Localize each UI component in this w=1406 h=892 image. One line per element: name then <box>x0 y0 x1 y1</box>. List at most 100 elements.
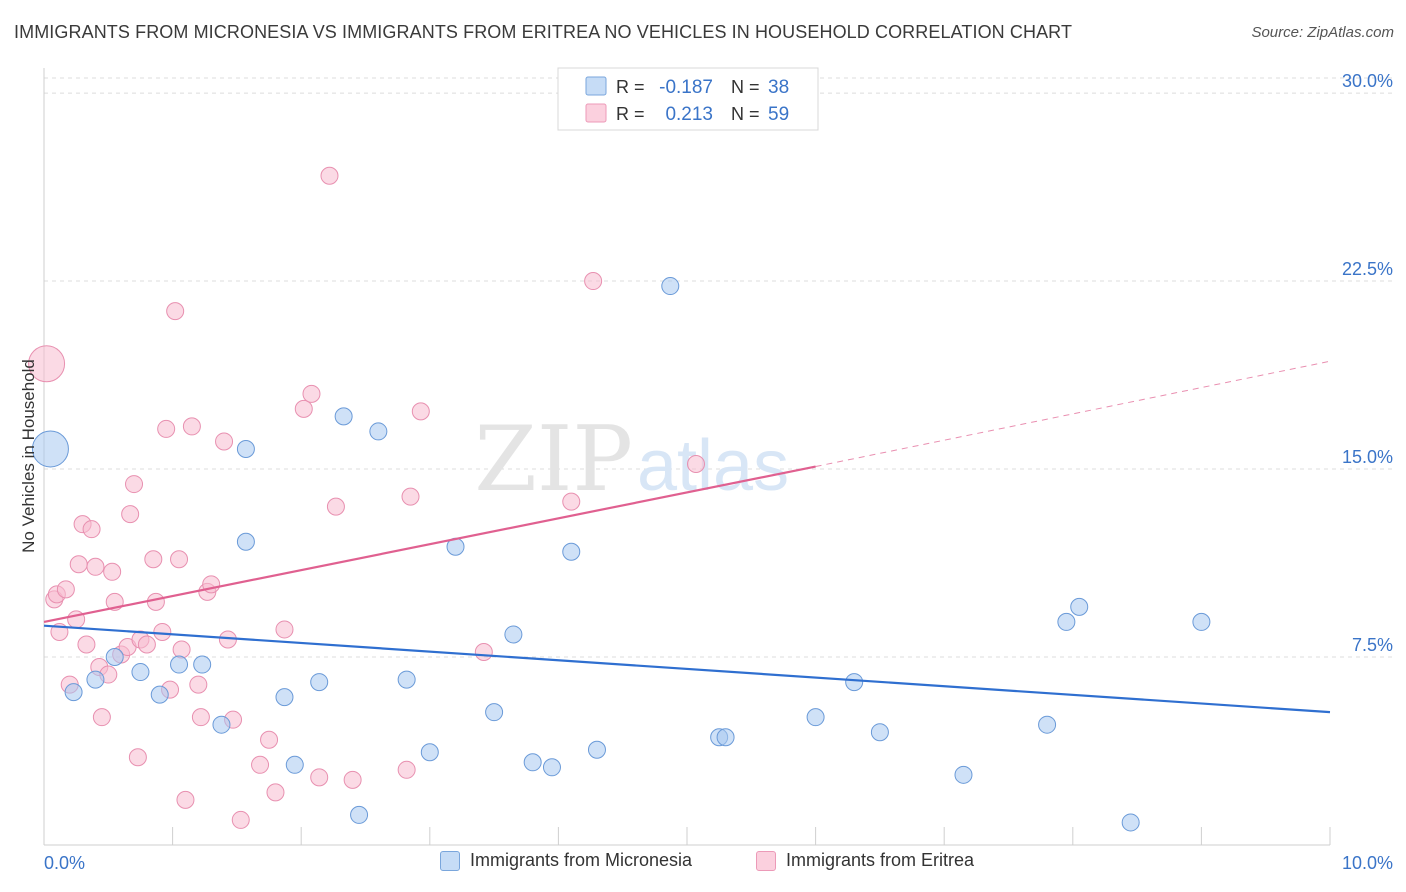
y-tick-label-0: 7.5% <box>1352 635 1393 655</box>
eritrea-point-21 <box>128 748 147 767</box>
micronesia-point-35 <box>1070 597 1089 616</box>
legend-r-value-1: -0.187 <box>659 77 713 98</box>
eritrea-point-57 <box>584 272 603 291</box>
eritrea-point-35 <box>191 708 210 727</box>
x-tick-label-0: 0.0% <box>44 853 85 873</box>
eritrea-point-51 <box>343 770 362 789</box>
y-tick-label-1: 15.0% <box>1342 447 1393 467</box>
watermark-zip: ZIP <box>474 407 633 512</box>
legend-item-eritrea: Immigrants from Eritrea <box>756 850 974 871</box>
trend-line-eritrea-extension <box>815 360 1331 468</box>
eritrea-point-23 <box>137 635 156 654</box>
micronesia-point-13 <box>310 673 329 692</box>
legend-label-micronesia: Immigrants from Micronesia <box>470 850 693 870</box>
trend-line-micronesia <box>43 624 1331 714</box>
micronesia-point-24 <box>562 542 581 561</box>
micronesia-point-33 <box>1038 715 1057 734</box>
micronesia-point-9 <box>236 439 255 458</box>
micronesia-point-29 <box>806 708 825 727</box>
eritrea-point-49 <box>320 166 339 185</box>
legend-bottom: Immigrants from Micronesia Immigrants fr… <box>0 850 1406 878</box>
source-label: Source: ZipAtlas.com <box>1251 24 1394 41</box>
micronesia-point-34 <box>1057 612 1076 631</box>
micronesia-point-0 <box>31 430 69 468</box>
eritrea-point-7 <box>69 555 88 574</box>
micronesia-point-20 <box>485 703 504 722</box>
eritrea-point-11 <box>86 557 105 576</box>
eritrea-point-42 <box>251 755 270 774</box>
micronesia-point-1 <box>64 683 83 702</box>
y-tick-label-3: 30.0% <box>1342 71 1393 91</box>
eritrea-point-25 <box>146 592 165 611</box>
eritrea-point-58 <box>687 455 706 474</box>
legend-label-eritrea: Immigrants from Eritrea <box>786 850 975 870</box>
eritrea-point-27 <box>157 419 176 438</box>
eritrea-point-50 <box>326 497 345 516</box>
eritrea-point-55 <box>474 643 493 662</box>
legend-swatch-micronesia <box>585 76 607 96</box>
micronesia-point-2 <box>86 670 105 689</box>
eritrea-point-24 <box>144 550 163 569</box>
eritrea-point-46 <box>294 399 313 418</box>
legend-swatch-eritrea <box>585 103 607 123</box>
eritrea-point-54 <box>411 402 430 421</box>
legend-n-label-1: N = <box>731 77 760 97</box>
y-axis-label: No Vehicles in Household <box>19 359 38 553</box>
watermark-atlas: atlas <box>637 426 789 506</box>
legend-r-value-2: 0.213 <box>665 104 713 125</box>
eritrea-point-4 <box>56 580 75 599</box>
eritrea-point-30 <box>170 550 189 569</box>
micronesia-point-23 <box>542 758 561 777</box>
eritrea-point-20 <box>125 475 144 494</box>
legend-n-label-2: N = <box>731 104 760 124</box>
legend-swatch-eritrea-bottom <box>756 850 776 871</box>
eritrea-point-29 <box>166 302 185 321</box>
micronesia-point-25 <box>587 740 606 759</box>
eritrea-point-43 <box>260 730 279 749</box>
legend-r-label-2: R = <box>616 104 645 124</box>
micronesia-point-10 <box>236 532 255 551</box>
micronesia-point-26 <box>661 277 680 296</box>
micronesia-point-17 <box>397 670 416 689</box>
chart-title: IMMIGRANTS FROM MICRONESIA VS IMMIGRANTS… <box>14 22 1073 42</box>
eritrea-point-26 <box>153 622 172 641</box>
eritrea-point-45 <box>275 620 294 639</box>
eritrea-point-10 <box>82 520 101 539</box>
trend-line-eritrea <box>43 465 816 624</box>
eritrea-point-19 <box>121 505 140 524</box>
micronesia-point-36 <box>1121 813 1140 832</box>
micronesia-point-32 <box>954 765 973 784</box>
micronesia-point-18 <box>420 743 439 762</box>
eritrea-point-48 <box>310 768 329 787</box>
eritrea-point-41 <box>231 810 250 829</box>
eritrea-point-13 <box>92 708 111 727</box>
eritrea-point-38 <box>215 432 234 451</box>
micronesia-point-14 <box>334 407 353 426</box>
micronesia-point-6 <box>170 655 189 674</box>
x-tick-label-1: 10.0% <box>1342 853 1393 873</box>
micronesia-point-37 <box>1192 612 1211 631</box>
micronesia-point-12 <box>285 755 304 774</box>
legend-n-value-1: 38 <box>768 77 789 98</box>
y-tick-label-2: 22.5% <box>1342 259 1393 279</box>
micronesia-point-7 <box>193 655 212 674</box>
micronesia-point-30 <box>845 673 864 692</box>
micronesia-point-8 <box>212 715 231 734</box>
eritrea-point-32 <box>176 790 195 809</box>
eritrea-point-53 <box>401 487 420 506</box>
micronesia-point-22 <box>523 753 542 772</box>
eritrea-point-34 <box>189 675 208 694</box>
legend-item-micronesia: Immigrants from Micronesia <box>440 850 692 871</box>
micronesia-point-5 <box>150 685 169 704</box>
micronesia-point-11 <box>275 688 294 707</box>
trend-lines <box>43 360 1331 714</box>
micronesia-point-4 <box>131 663 150 682</box>
eritrea-point-9 <box>77 635 96 654</box>
eritrea-point-33 <box>182 417 201 436</box>
legend-r-label-1: R = <box>616 77 645 97</box>
watermark: ZIP atlas <box>474 407 789 512</box>
eritrea-point-0 <box>28 345 66 383</box>
grid-lines <box>44 77 1392 658</box>
micronesia-point-21 <box>504 625 523 644</box>
